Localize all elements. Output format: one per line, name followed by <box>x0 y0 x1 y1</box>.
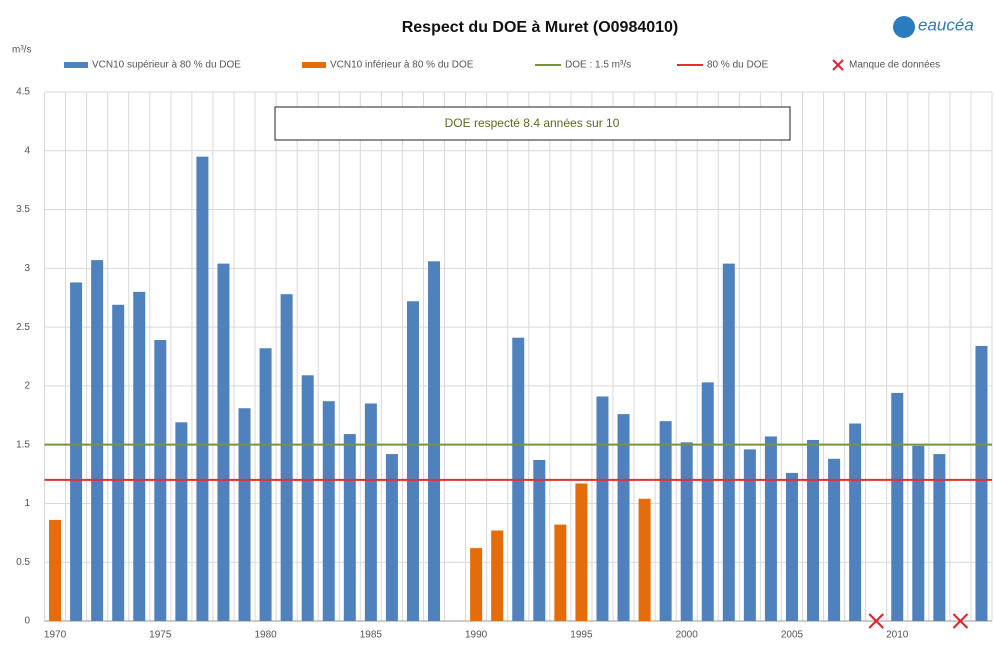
legend-label: VCN10 supérieur à 80 % du DOE <box>92 60 241 71</box>
bar <box>301 375 314 621</box>
bar <box>196 156 209 621</box>
bar <box>491 530 504 621</box>
legend-swatch <box>302 62 326 68</box>
y-tick-label: 3 <box>24 263 30 274</box>
bar <box>575 483 588 621</box>
bar <box>807 439 820 621</box>
missing-marker <box>952 613 969 629</box>
legend-label: 80 % du DOE <box>707 60 768 71</box>
bar <box>91 260 104 621</box>
legend-swatch <box>832 59 844 71</box>
y-tick-label: 1.5 <box>16 439 30 450</box>
bar <box>112 304 125 621</box>
bar <box>259 348 272 621</box>
bar <box>785 472 798 621</box>
missing-marker <box>868 613 884 629</box>
bar <box>217 263 230 621</box>
x-tick-label: 1970 <box>44 630 67 641</box>
legend-label: Manque de données <box>849 60 940 71</box>
bar <box>828 458 841 621</box>
bar <box>133 291 146 621</box>
y-tick-label: 4.5 <box>16 87 30 98</box>
bar <box>554 524 567 621</box>
bar <box>933 454 946 621</box>
bar <box>49 519 62 621</box>
y-tick-label: 2 <box>24 381 30 392</box>
bar <box>638 498 651 621</box>
bar <box>722 263 735 621</box>
bar <box>764 436 777 621</box>
x-tick-label: 1975 <box>149 630 172 641</box>
legend: VCN10 supérieur à 80 % du DOE VCN10 infér… <box>64 59 940 71</box>
bar <box>238 408 251 621</box>
plot: 0 0.5 1 1.5 2 2.5 3 3.5 4 4.5 1970 1975 1980 1985 1990… <box>16 87 993 641</box>
bar <box>891 392 904 621</box>
bar <box>364 403 377 621</box>
x-tick-label: 1990 <box>465 630 488 641</box>
bar <box>280 294 293 621</box>
logo-icon <box>893 16 915 38</box>
bar <box>659 421 672 621</box>
bar <box>617 414 630 621</box>
bar <box>175 422 188 621</box>
x-tick-label: 2005 <box>781 630 804 641</box>
y-tick-label: 4 <box>24 145 30 156</box>
bar <box>343 434 356 621</box>
legend-swatch <box>64 62 88 68</box>
bar <box>975 345 988 621</box>
x-tick-label: 2010 <box>886 630 909 641</box>
chart-title: Respect du DOE à Muret (O0984010) <box>402 19 679 36</box>
bar <box>428 261 441 621</box>
logo: eaucéa <box>918 15 974 34</box>
y-tick-label: 1 <box>24 498 30 509</box>
y-tick-label: 0.5 <box>16 557 30 568</box>
bar <box>406 301 419 621</box>
annotation-box <box>274 106 791 141</box>
y-tick-label: 3.5 <box>16 204 30 215</box>
x-tick-label: 2000 <box>676 630 699 641</box>
bar <box>322 401 335 621</box>
bar <box>701 382 714 621</box>
annotation: DOE respecté 8.4 années sur 10 <box>445 116 620 130</box>
bar <box>596 396 609 621</box>
x-tick-label: 1995 <box>570 630 593 641</box>
legend-label: VCN10 inférieur à 80 % du DOE <box>330 60 474 71</box>
y-axis-label: m³/s <box>12 45 31 56</box>
y-tick-label: 0 <box>24 616 30 627</box>
bar <box>680 442 693 621</box>
x-tick-label: 1980 <box>254 630 277 641</box>
x-tick-label: 1985 <box>360 630 383 641</box>
bar <box>470 548 483 621</box>
bar <box>743 449 756 621</box>
y-tick-label: 2.5 <box>16 322 30 333</box>
bar <box>849 423 862 621</box>
bar <box>533 459 546 621</box>
bar <box>912 445 925 621</box>
bar <box>70 282 83 621</box>
bar <box>385 454 398 621</box>
legend-label: DOE : 1.5 m³/s <box>565 60 631 71</box>
